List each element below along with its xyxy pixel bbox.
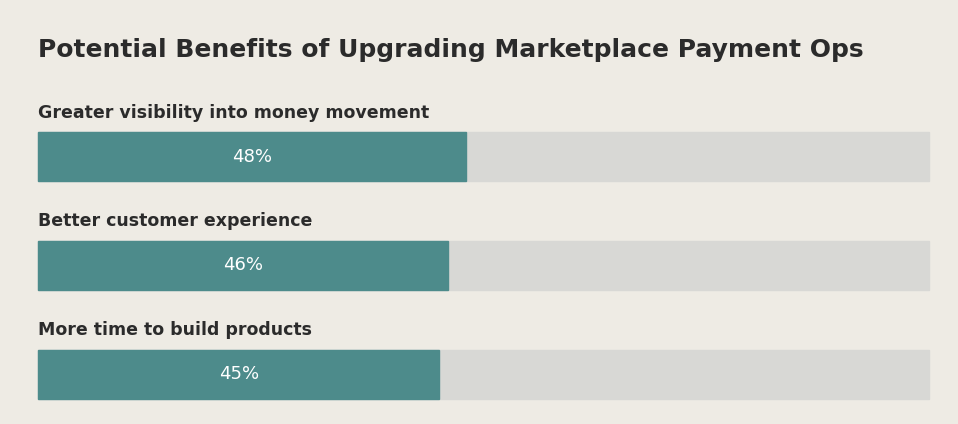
Text: Greater visibility into money movement: Greater visibility into money movement [38,103,429,122]
Text: More time to build products: More time to build products [38,321,312,339]
Text: 46%: 46% [223,257,263,274]
Text: 45%: 45% [218,365,259,383]
Text: Better customer experience: Better customer experience [38,212,312,230]
Text: Potential Benefits of Upgrading Marketplace Payment Ops: Potential Benefits of Upgrading Marketpl… [38,38,864,62]
Text: 48%: 48% [232,148,272,165]
